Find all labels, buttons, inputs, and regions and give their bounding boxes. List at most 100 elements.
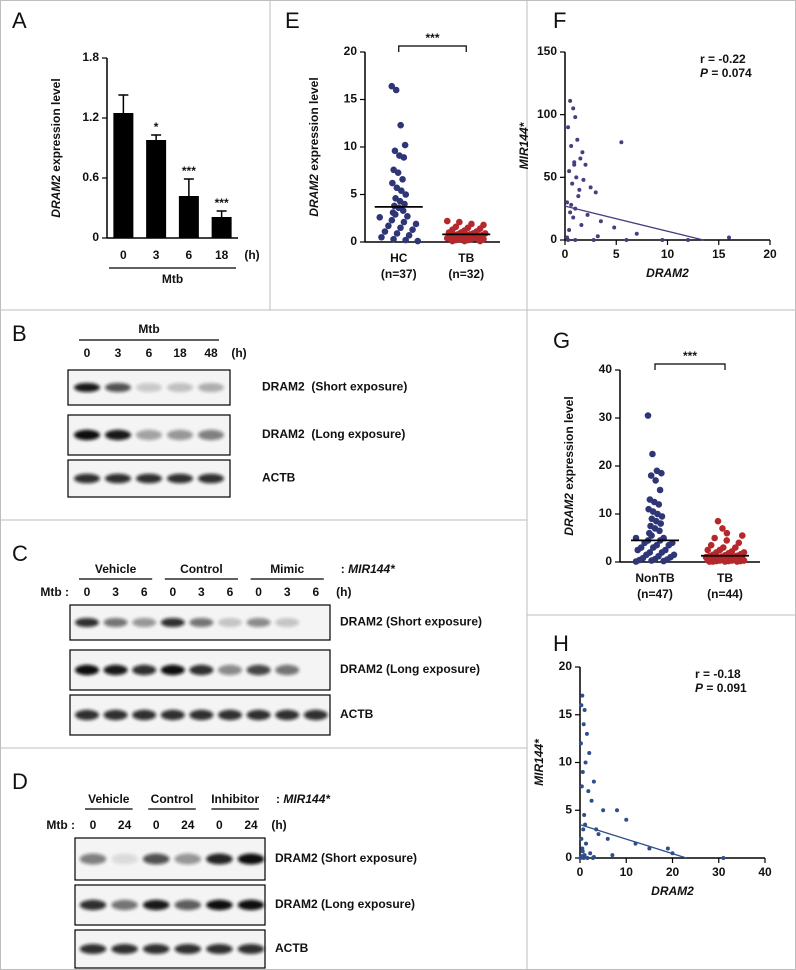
- data-point: [591, 855, 596, 860]
- blot-band: [104, 429, 132, 441]
- data-point: [388, 216, 396, 224]
- data-point: [580, 849, 585, 854]
- data-point: [721, 856, 726, 860]
- y-axis-label: MIR144*: [517, 121, 531, 169]
- data-point: [587, 750, 592, 755]
- data-point: [586, 789, 591, 794]
- data-point: [567, 227, 572, 232]
- y-tick-label: 0: [92, 230, 99, 244]
- y-tick-label: 10: [344, 139, 358, 153]
- blot-band: [166, 429, 194, 441]
- stat-p: P = 0.091: [695, 681, 747, 695]
- blot-band: [142, 944, 170, 954]
- data-point: [565, 200, 570, 205]
- data-point: [570, 181, 575, 186]
- data-point: [385, 222, 392, 230]
- data-point: [404, 213, 411, 220]
- data-point: [657, 520, 665, 527]
- blot-band: [103, 709, 128, 721]
- blot-treatment: : MIR144*: [341, 562, 396, 576]
- data-point: [655, 501, 663, 508]
- blot-band: [73, 473, 101, 484]
- blot-band: [197, 473, 225, 484]
- data-point: [647, 846, 652, 851]
- data-point: [568, 98, 573, 103]
- y-tick-label: 100: [537, 107, 557, 121]
- blot-band: [246, 664, 271, 676]
- blot-band: [237, 899, 265, 911]
- data-point: [647, 472, 655, 479]
- blot-box: [74, 929, 266, 969]
- lane-label: 6: [227, 585, 234, 599]
- y-tick-label: 0: [550, 232, 557, 246]
- lane-label: 0: [84, 346, 91, 360]
- lane-label: 0: [153, 818, 160, 832]
- y-tick-label: 10: [599, 506, 613, 520]
- blot-treatment-name: MIR144*: [283, 792, 331, 806]
- blot-band: [111, 899, 138, 911]
- data-point: [400, 218, 408, 226]
- data-point: [402, 191, 410, 198]
- y-tick-label: 1.2: [82, 110, 99, 124]
- blot-band: [73, 429, 101, 441]
- blot-band: [74, 709, 100, 721]
- data-point: [707, 541, 715, 549]
- data-point: [376, 214, 384, 221]
- y-tick-label: 40: [599, 362, 613, 376]
- x-tick-label: 20: [763, 247, 777, 261]
- blot-group: Vehicle: [95, 562, 137, 576]
- blot-mtb-label: Mtb :: [46, 818, 75, 832]
- panel-letter: B: [12, 321, 27, 346]
- significance: ***: [425, 31, 439, 45]
- lane-label: 0: [90, 818, 97, 832]
- data-point: [397, 121, 404, 129]
- blot-band: [237, 944, 265, 954]
- x-tick-label: TB: [458, 251, 474, 265]
- data-point: [575, 137, 580, 142]
- data-point: [580, 150, 585, 155]
- y-tick-label: 15: [559, 707, 573, 721]
- stat-p-symbol: P: [695, 681, 704, 695]
- data-point: [652, 477, 659, 484]
- data-point: [405, 232, 413, 239]
- blot-band: [135, 429, 163, 441]
- data-point: [738, 532, 746, 539]
- data-point: [648, 557, 655, 564]
- panel-letter: E: [285, 8, 300, 33]
- blot-row-label: ACTB: [262, 471, 296, 485]
- y-axis-label: DRAM2 expression level: [49, 78, 63, 217]
- blot-band: [79, 899, 107, 911]
- blot-row-label: DRAM2 (Long exposure): [340, 662, 480, 676]
- data-point: [571, 106, 576, 111]
- lane-label: 0: [169, 585, 176, 599]
- data-point: [704, 546, 712, 554]
- data-point: [381, 228, 389, 235]
- data-point: [399, 176, 406, 183]
- y-axis-label-italic: MIR144*: [532, 738, 546, 786]
- y-tick-label: 20: [344, 44, 358, 58]
- data-point: [571, 215, 576, 220]
- y-tick-label: 0: [350, 234, 357, 248]
- bar: [113, 113, 134, 238]
- blot-band: [303, 709, 328, 721]
- x-tick-label: 10: [620, 865, 634, 879]
- blot-row-label: DRAM2 (Short exposure): [262, 380, 407, 394]
- blot-band: [74, 664, 100, 676]
- blot-band: [104, 382, 132, 393]
- blot-band: [246, 617, 271, 628]
- data-point: [723, 529, 731, 537]
- y-tick-label: 20: [559, 659, 573, 673]
- y-tick-label: 0: [565, 850, 572, 864]
- data-point: [581, 722, 586, 727]
- fit-line: [579, 823, 687, 859]
- data-point: [409, 226, 416, 233]
- blot-mtb-label: Mtb :: [40, 585, 69, 599]
- x-tick-label: 15: [712, 247, 726, 261]
- blot-row-label: DRAM2 (Short exposure): [275, 851, 417, 865]
- data-point: [574, 175, 579, 180]
- x-tick-label: 3: [153, 248, 160, 262]
- blot-band: [166, 473, 194, 484]
- blot-treatment-name: MIR144*: [348, 562, 396, 576]
- data-point: [658, 469, 665, 477]
- blot-header: Mtb: [138, 322, 159, 336]
